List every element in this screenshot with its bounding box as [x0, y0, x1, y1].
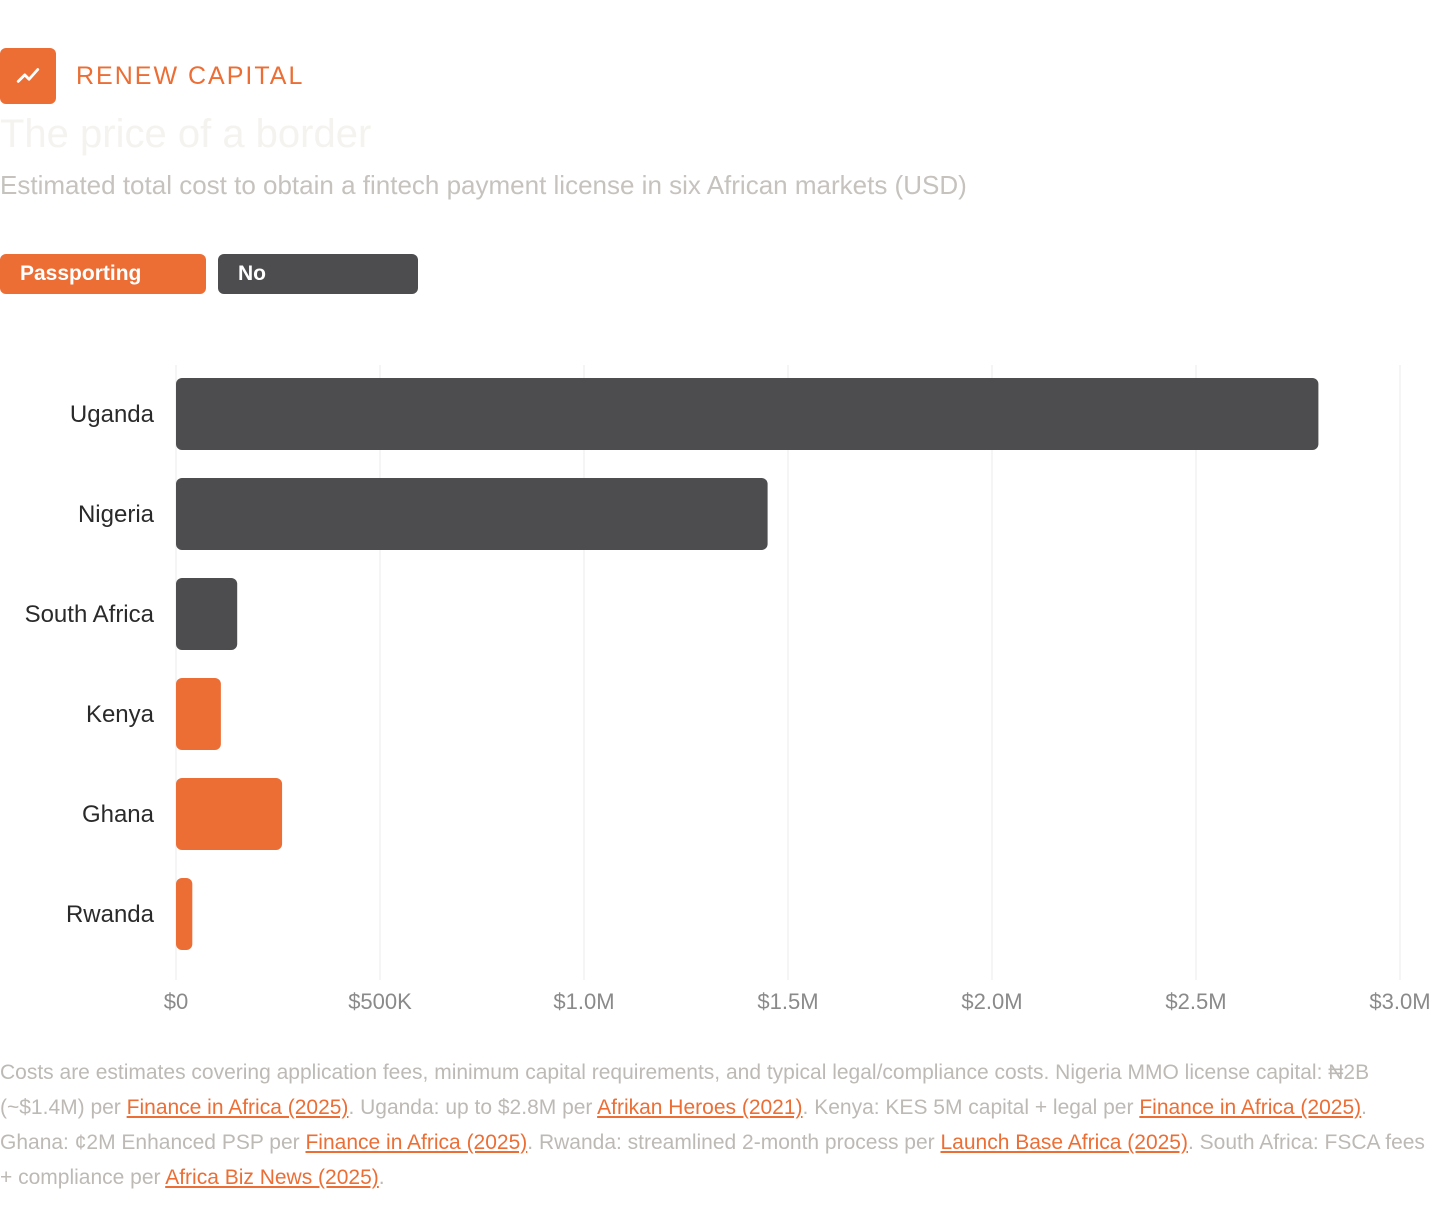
- source-link-finance-in-africa-nigeria[interactable]: Finance in Africa (2025): [126, 1096, 349, 1119]
- x-tick-label: $500K: [348, 989, 412, 1014]
- category-label-south-africa: South Africa: [25, 601, 155, 628]
- note-text-5: . Rwanda: streamlined 2-month process pe…: [527, 1131, 941, 1154]
- brand-logo: [0, 48, 56, 104]
- category-label-ghana: Ghana: [82, 801, 155, 828]
- legend-item-no[interactable]: No: [218, 254, 418, 294]
- bar-kenya[interactable]: [176, 678, 221, 750]
- page-subtitle: Estimated total cost to obtain a fintech…: [0, 170, 967, 200]
- bar-nigeria[interactable]: [176, 478, 768, 550]
- source-link-africa-biz-news[interactable]: Africa Biz News (2025): [165, 1166, 379, 1189]
- x-tick-label: $2.0M: [961, 989, 1022, 1014]
- note-text-1: Costs are estimates covering application…: [0, 1061, 1370, 1119]
- legend: Passporting No: [0, 254, 418, 294]
- note-text-6: . South Africa: FSCA fees + compliance p…: [0, 1131, 1425, 1189]
- note-text-2: . Uganda: up to $2.8M per: [348, 1096, 598, 1119]
- trend-line-icon: [16, 68, 40, 83]
- grid-lines: [175, 365, 1401, 980]
- note-text-7: .: [378, 1166, 385, 1189]
- brand-name: RENEW CAPITAL: [76, 61, 305, 90]
- note-text-3: . Kenya: KES 5M capital + legal per: [802, 1096, 1140, 1119]
- category-label-nigeria: Nigeria: [78, 501, 155, 528]
- bar-rwanda[interactable]: [176, 878, 193, 950]
- x-tick-label: $1.0M: [553, 989, 614, 1014]
- bars: [176, 378, 1319, 950]
- x-tick-label: $0: [164, 989, 188, 1014]
- page-title: The price of a border: [0, 112, 372, 156]
- source-link-finance-in-africa-ghana[interactable]: Finance in Africa (2025): [305, 1131, 528, 1154]
- brand: RENEW CAPITAL: [0, 48, 304, 104]
- bar-chart: Uganda Nigeria South Africa Kenya Ghana Rwand…: [25, 365, 1431, 1014]
- bar-south-africa[interactable]: [176, 578, 238, 650]
- category-label-uganda: Uganda: [70, 401, 155, 428]
- source-link-finance-in-africa-kenya[interactable]: Finance in Africa (2025): [1139, 1096, 1362, 1119]
- category-label-kenya: Kenya: [86, 701, 155, 728]
- bar-ghana[interactable]: [176, 778, 283, 850]
- source-link-afrikan-heroes[interactable]: Afrikan Heroes (2021): [597, 1096, 803, 1119]
- x-tick-label: $3.0M: [1369, 989, 1430, 1014]
- x-tick-label: $1.5M: [757, 989, 818, 1014]
- source-notes: Costs are estimates covering application…: [0, 1055, 1440, 1195]
- category-label-rwanda: Rwanda: [66, 901, 155, 928]
- x-axis-ticks: $0 $500K $1.0M $1.5M $2.0M $2.5M $3.0M: [164, 989, 1431, 1014]
- source-link-launch-base-africa[interactable]: Launch Base Africa (2025): [940, 1131, 1188, 1154]
- bar-uganda[interactable]: [176, 378, 1319, 450]
- category-labels: Uganda Nigeria South Africa Kenya Ghana Rwand…: [25, 401, 155, 928]
- x-tick-label: $2.5M: [1165, 989, 1226, 1014]
- legend-item-passporting[interactable]: Passporting: [0, 254, 206, 294]
- note-text-4: . Ghana: ¢2M Enhanced PSP per: [0, 1096, 1367, 1154]
